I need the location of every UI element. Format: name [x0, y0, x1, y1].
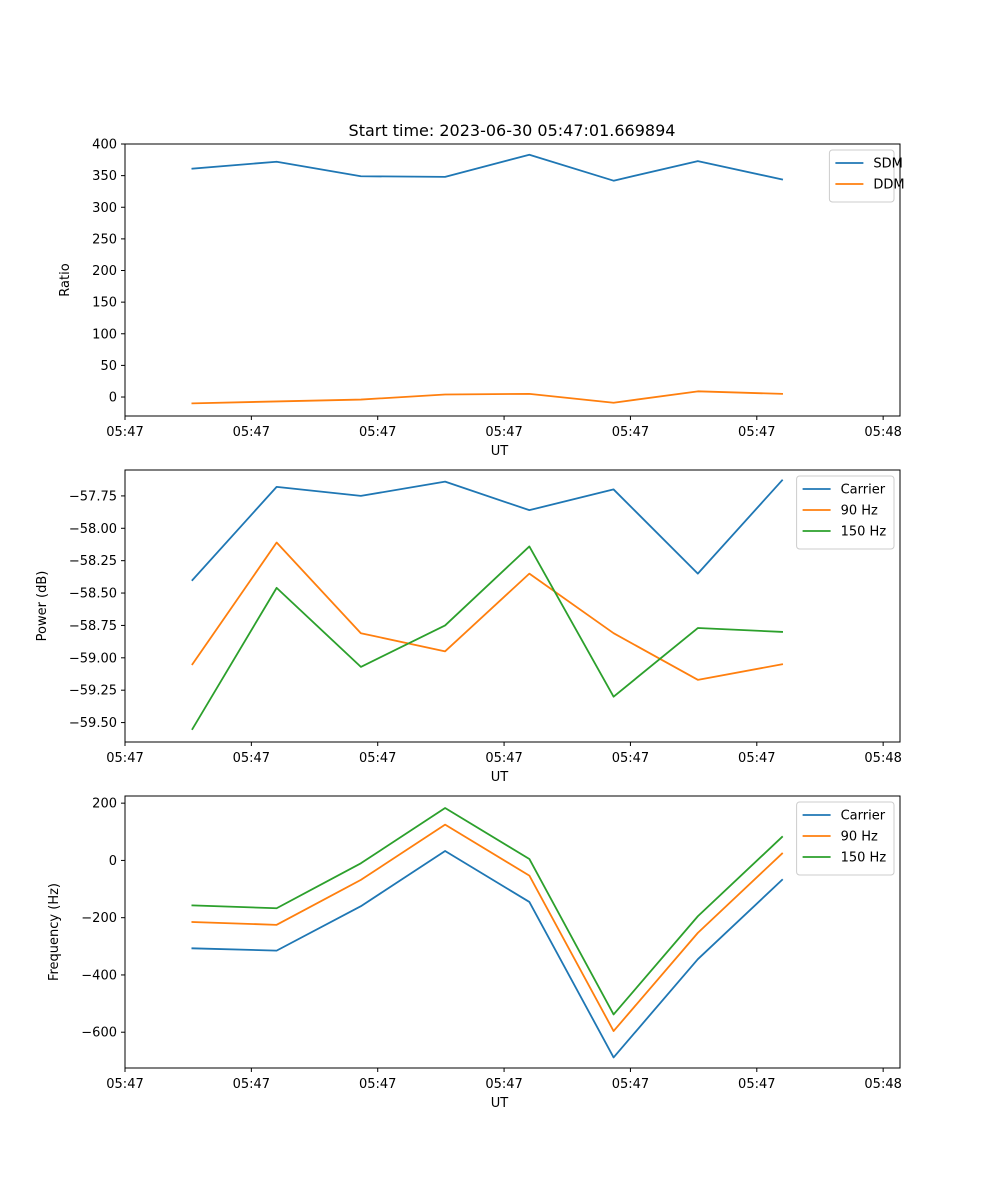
y-tick-label: −58.00 — [69, 522, 117, 537]
legend-entry: Carrier — [841, 483, 886, 498]
x-tick-label: 05:47 — [233, 751, 270, 766]
y-tick-label: −59.00 — [69, 651, 117, 666]
subplot-1: 05:47 05:47 05:47 05:47 05:47 05:47 05:48 0 50 10… — [58, 138, 905, 460]
series-line-90-hz — [191, 823, 784, 1032]
x-tick-label: 05:47 — [612, 425, 649, 440]
legend-entry: Carrier — [841, 809, 886, 824]
y-tick-label: 200 — [92, 264, 117, 279]
legend-entry: 150 Hz — [841, 851, 887, 866]
y-axis-label: Frequency (Hz) — [47, 883, 62, 981]
x-axis-label: UT — [491, 1096, 509, 1111]
y-tick-label: 0 — [109, 391, 117, 406]
y-tick-label: −58.50 — [69, 587, 117, 602]
series-line-90-hz — [191, 541, 784, 681]
axes-frame — [124, 469, 901, 743]
x-tick-label: 05:47 — [106, 751, 143, 766]
subplot-3: 05:47 05:47 05:47 05:47 05:47 05:47 05:48 −600 −… — [47, 795, 902, 1111]
y-tick-label: 100 — [92, 327, 117, 342]
x-tick-label: 05:47 — [485, 751, 522, 766]
x-tick-label: 05:47 — [359, 751, 396, 766]
x-tick-label: 05:47 — [233, 425, 270, 440]
series-line-sdm — [191, 153, 784, 182]
legend: Carrier 90 Hz 150 Hz — [796, 475, 895, 550]
axes-frame — [124, 143, 901, 417]
legend-entry: 150 Hz — [841, 525, 887, 540]
y-tick-label: 0 — [109, 854, 117, 869]
x-tick-label: 05:48 — [864, 751, 901, 766]
x-tick-label: 05:47 — [738, 751, 775, 766]
y-tick-label: 300 — [92, 201, 117, 216]
y-axis-label: Power (dB) — [35, 571, 50, 642]
y-tick-label: −400 — [81, 968, 117, 983]
x-tick-label: 05:47 — [485, 1077, 522, 1092]
legend: Carrier 90 Hz 150 Hz — [796, 801, 895, 876]
legend: SDM DDM — [828, 149, 905, 203]
y-tick-label: −59.25 — [69, 684, 117, 699]
y-tick-label: −58.75 — [69, 619, 117, 634]
series-line-carrier — [191, 850, 784, 1059]
y-tick-label: 150 — [92, 296, 117, 311]
legend-entry: SDM — [873, 157, 902, 172]
figure-title: Start time: 2023-06-30 05:47:01.669894 — [349, 121, 676, 140]
legend-entry: 90 Hz — [841, 830, 878, 845]
x-tick-label: 05:47 — [485, 425, 522, 440]
y-axis-label: Ratio — [58, 263, 73, 296]
y-tick-label: −57.75 — [69, 489, 117, 504]
y-tick-label: −600 — [81, 1026, 117, 1041]
series-line-carrier — [191, 479, 784, 582]
x-tick-label: 05:47 — [359, 425, 396, 440]
series-line-ddm — [191, 390, 783, 405]
legend-entry: DDM — [873, 178, 904, 193]
y-tick-label: 350 — [92, 169, 117, 184]
x-tick-label: 05:47 — [612, 1077, 649, 1092]
y-tick-label: 200 — [92, 797, 117, 812]
x-tick-label: 05:47 — [233, 1077, 270, 1092]
x-tick-label: 05:47 — [612, 751, 649, 766]
x-tick-label: 05:47 — [738, 1077, 775, 1092]
x-tick-label: 05:48 — [864, 425, 901, 440]
y-tick-label: 50 — [100, 359, 117, 374]
subplots: 05:47 05:47 05:47 05:47 05:47 05:47 05:48 0 50 10… — [35, 138, 905, 1112]
subplot-2: 05:47 05:47 05:47 05:47 05:47 05:47 05:48 −59.5… — [35, 469, 902, 785]
x-tick-label: 05:47 — [106, 1077, 143, 1092]
x-tick-label: 05:47 — [359, 1077, 396, 1092]
x-tick-label: 05:48 — [864, 1077, 901, 1092]
y-tick-label: −58.25 — [69, 554, 117, 569]
x-axis-label: UT — [491, 770, 509, 785]
x-tick-label: 05:47 — [738, 425, 775, 440]
y-tick-label: 400 — [92, 138, 117, 153]
legend-entry: 90 Hz — [841, 504, 878, 519]
x-tick-label: 05:47 — [106, 425, 143, 440]
x-axis-label: UT — [491, 444, 509, 459]
y-tick-label: −59.50 — [69, 716, 117, 731]
series-line-150-hz — [191, 807, 784, 1016]
y-tick-label: −200 — [81, 911, 117, 926]
series-line-150-hz — [191, 545, 784, 731]
y-tick-label: 250 — [92, 232, 117, 247]
axes-frame — [124, 795, 901, 1069]
